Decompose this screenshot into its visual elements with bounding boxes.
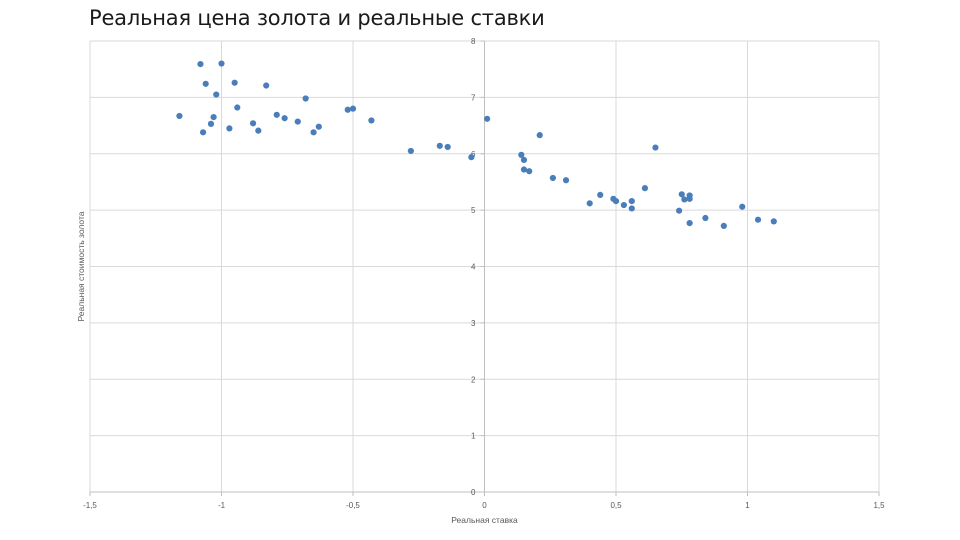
data-point: [702, 214, 709, 222]
data-point: [199, 129, 207, 136]
axes: [89, 40, 880, 496]
y-tick-label: 8: [471, 37, 476, 46]
data-point: [484, 115, 491, 122]
data-point: [310, 129, 317, 136]
data-point: [344, 106, 351, 113]
data-point: [436, 142, 443, 149]
tick-labels: 0 1 2 3 4 5 6 7 8 -1,5 -1 -0,5 0 0,5 1 1,5: [83, 37, 885, 510]
data-point: [302, 95, 309, 102]
data-point: [281, 115, 288, 122]
data-point: [207, 120, 215, 127]
x-axis-title: Реальная ставка: [451, 515, 518, 525]
data-point: [468, 154, 475, 161]
data-point: [681, 196, 688, 203]
data-point: [518, 151, 525, 158]
data-point: [255, 127, 262, 134]
data-point: [197, 61, 204, 68]
data-point: [520, 166, 528, 173]
x-tick-label: -1,5: [83, 501, 97, 510]
data-point: [520, 156, 528, 164]
data-point: [628, 198, 635, 205]
data-point: [562, 177, 570, 184]
x-tick-label: 0,5: [610, 501, 622, 510]
data-point: [226, 125, 233, 132]
data-point: [349, 105, 357, 112]
data-point: [686, 219, 693, 227]
data-point: [263, 82, 270, 89]
y-axis-title: Реальная стоимость золота: [76, 211, 86, 321]
data-point: [536, 132, 543, 139]
data-point: [368, 117, 375, 124]
data-point: [176, 112, 183, 120]
data-point: [294, 118, 301, 125]
y-tick-label: 2: [471, 375, 476, 384]
data-point: [249, 120, 257, 127]
data-point: [597, 191, 604, 199]
data-point: [686, 195, 693, 202]
data-point: [620, 201, 627, 209]
x-tick-label: 1,5: [873, 501, 885, 510]
data-point: [234, 104, 241, 111]
data-point: [231, 79, 238, 86]
data-point: [218, 60, 225, 67]
data-point: [678, 191, 685, 198]
data-point: [586, 200, 593, 207]
y-tick-label: 0: [471, 488, 476, 497]
data-point: [652, 144, 659, 151]
data-points: [176, 60, 777, 230]
y-tick-label: 1: [471, 432, 476, 441]
x-tick-label: -1: [218, 501, 226, 510]
data-point: [612, 198, 620, 205]
data-point: [526, 168, 533, 175]
x-tick-label: 1: [745, 501, 750, 510]
y-tick-label: 7: [471, 93, 476, 102]
data-point: [315, 123, 322, 130]
data-point: [202, 80, 209, 87]
x-tick-label: 0: [482, 501, 487, 510]
y-tick-label: 5: [471, 206, 476, 215]
x-tick-label: -0,5: [346, 501, 360, 510]
data-point: [213, 91, 220, 98]
y-tick-label: 6: [471, 150, 476, 159]
data-point: [210, 114, 217, 121]
slide-title: Реальная цена золота и реальные ставки: [89, 6, 545, 30]
y-tick-label: 4: [471, 263, 476, 272]
data-point: [628, 205, 635, 212]
data-point: [549, 174, 556, 182]
data-point: [739, 203, 746, 210]
data-point: [720, 222, 727, 230]
data-point: [641, 185, 649, 192]
data-point: [676, 207, 683, 214]
y-tick-label: 3: [471, 319, 476, 328]
data-point: [273, 111, 280, 118]
data-point: [444, 143, 451, 151]
data-point: [770, 218, 777, 225]
data-point: [407, 147, 414, 155]
data-point: [754, 216, 762, 223]
